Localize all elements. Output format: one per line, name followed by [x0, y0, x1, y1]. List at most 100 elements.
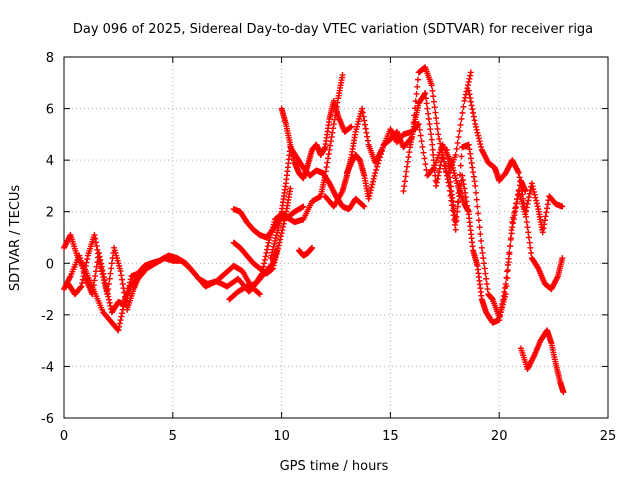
data-point [466, 146, 473, 153]
data-point [456, 193, 463, 200]
data-point [435, 131, 442, 138]
data-point [263, 249, 270, 256]
data-point [523, 219, 530, 226]
data-point [459, 109, 466, 116]
data-point [466, 75, 473, 82]
data-point [527, 244, 534, 251]
data-point [541, 221, 548, 228]
data-point [348, 123, 355, 130]
data-point [524, 224, 531, 231]
data-point [525, 229, 532, 236]
data-point [452, 226, 459, 233]
data-point [431, 104, 438, 111]
data-point [361, 117, 368, 124]
data-point [531, 188, 538, 195]
data-point [441, 162, 448, 169]
data-point [480, 255, 487, 262]
data-point [417, 132, 424, 139]
data-point [372, 170, 379, 177]
data-point [509, 224, 516, 231]
data-point [84, 255, 91, 262]
data-point [325, 151, 332, 158]
data-point [461, 185, 468, 192]
data-point [543, 209, 550, 216]
data-point [560, 389, 567, 396]
data-point [476, 224, 483, 231]
data-point [422, 90, 429, 97]
data-point [502, 284, 509, 291]
data-point [261, 256, 268, 263]
data-point [428, 136, 435, 143]
data-point [79, 280, 86, 287]
data-point [425, 110, 432, 117]
data-point [512, 208, 519, 215]
data-point [105, 280, 112, 287]
data-point [108, 260, 115, 267]
data-point [500, 292, 507, 299]
data-point [361, 203, 368, 210]
data-point [424, 105, 431, 112]
data-point [541, 217, 548, 224]
data-point [512, 204, 519, 211]
data-point [422, 161, 429, 168]
data-point [262, 253, 269, 260]
data-point [509, 220, 516, 227]
data-point [465, 206, 472, 213]
data-point [528, 180, 535, 187]
data-point [429, 141, 436, 148]
data-point [452, 151, 459, 158]
data-point [92, 235, 99, 242]
data-point [77, 284, 84, 291]
data-point [330, 125, 337, 132]
data-point [484, 286, 491, 293]
data-point [270, 262, 277, 269]
data-point [452, 219, 459, 226]
data-point [471, 117, 478, 124]
data-point [359, 109, 366, 116]
data-point [100, 274, 107, 281]
series-track-o [517, 327, 567, 396]
x-tick-label: 0 [60, 429, 68, 444]
data-point [479, 249, 486, 256]
data-point [365, 195, 372, 202]
data-point [430, 93, 437, 100]
data-point [434, 125, 441, 132]
data-point [507, 236, 514, 243]
data-point [471, 178, 478, 185]
data-point [465, 82, 472, 89]
data-point [533, 197, 540, 204]
data-point [118, 313, 125, 320]
data-point [107, 302, 114, 309]
data-point [401, 183, 408, 190]
data-point [93, 263, 100, 270]
data-point [108, 265, 115, 272]
data-point [498, 304, 505, 311]
data-point [458, 115, 465, 122]
data-point [256, 291, 263, 298]
data-point [423, 100, 430, 107]
data-point [370, 175, 377, 182]
data-point [324, 159, 331, 166]
series-track-i [296, 244, 316, 259]
data-point [457, 121, 464, 128]
data-point [504, 262, 511, 269]
series-track-e [230, 72, 346, 241]
data-point [475, 135, 482, 142]
data-point [428, 131, 435, 138]
data-point [104, 291, 111, 298]
data-point [91, 231, 98, 238]
data-point [326, 146, 333, 153]
data-point [80, 273, 87, 280]
data-point [118, 272, 125, 279]
data-point [455, 198, 462, 205]
data-point [525, 194, 532, 201]
data-point [499, 300, 506, 307]
data-point [502, 280, 509, 287]
data-point [483, 280, 490, 287]
data-point [425, 115, 432, 122]
data-point [323, 164, 330, 171]
data-point [360, 113, 367, 120]
data-point [453, 213, 460, 220]
data-point [517, 178, 524, 185]
data-point [457, 162, 464, 169]
